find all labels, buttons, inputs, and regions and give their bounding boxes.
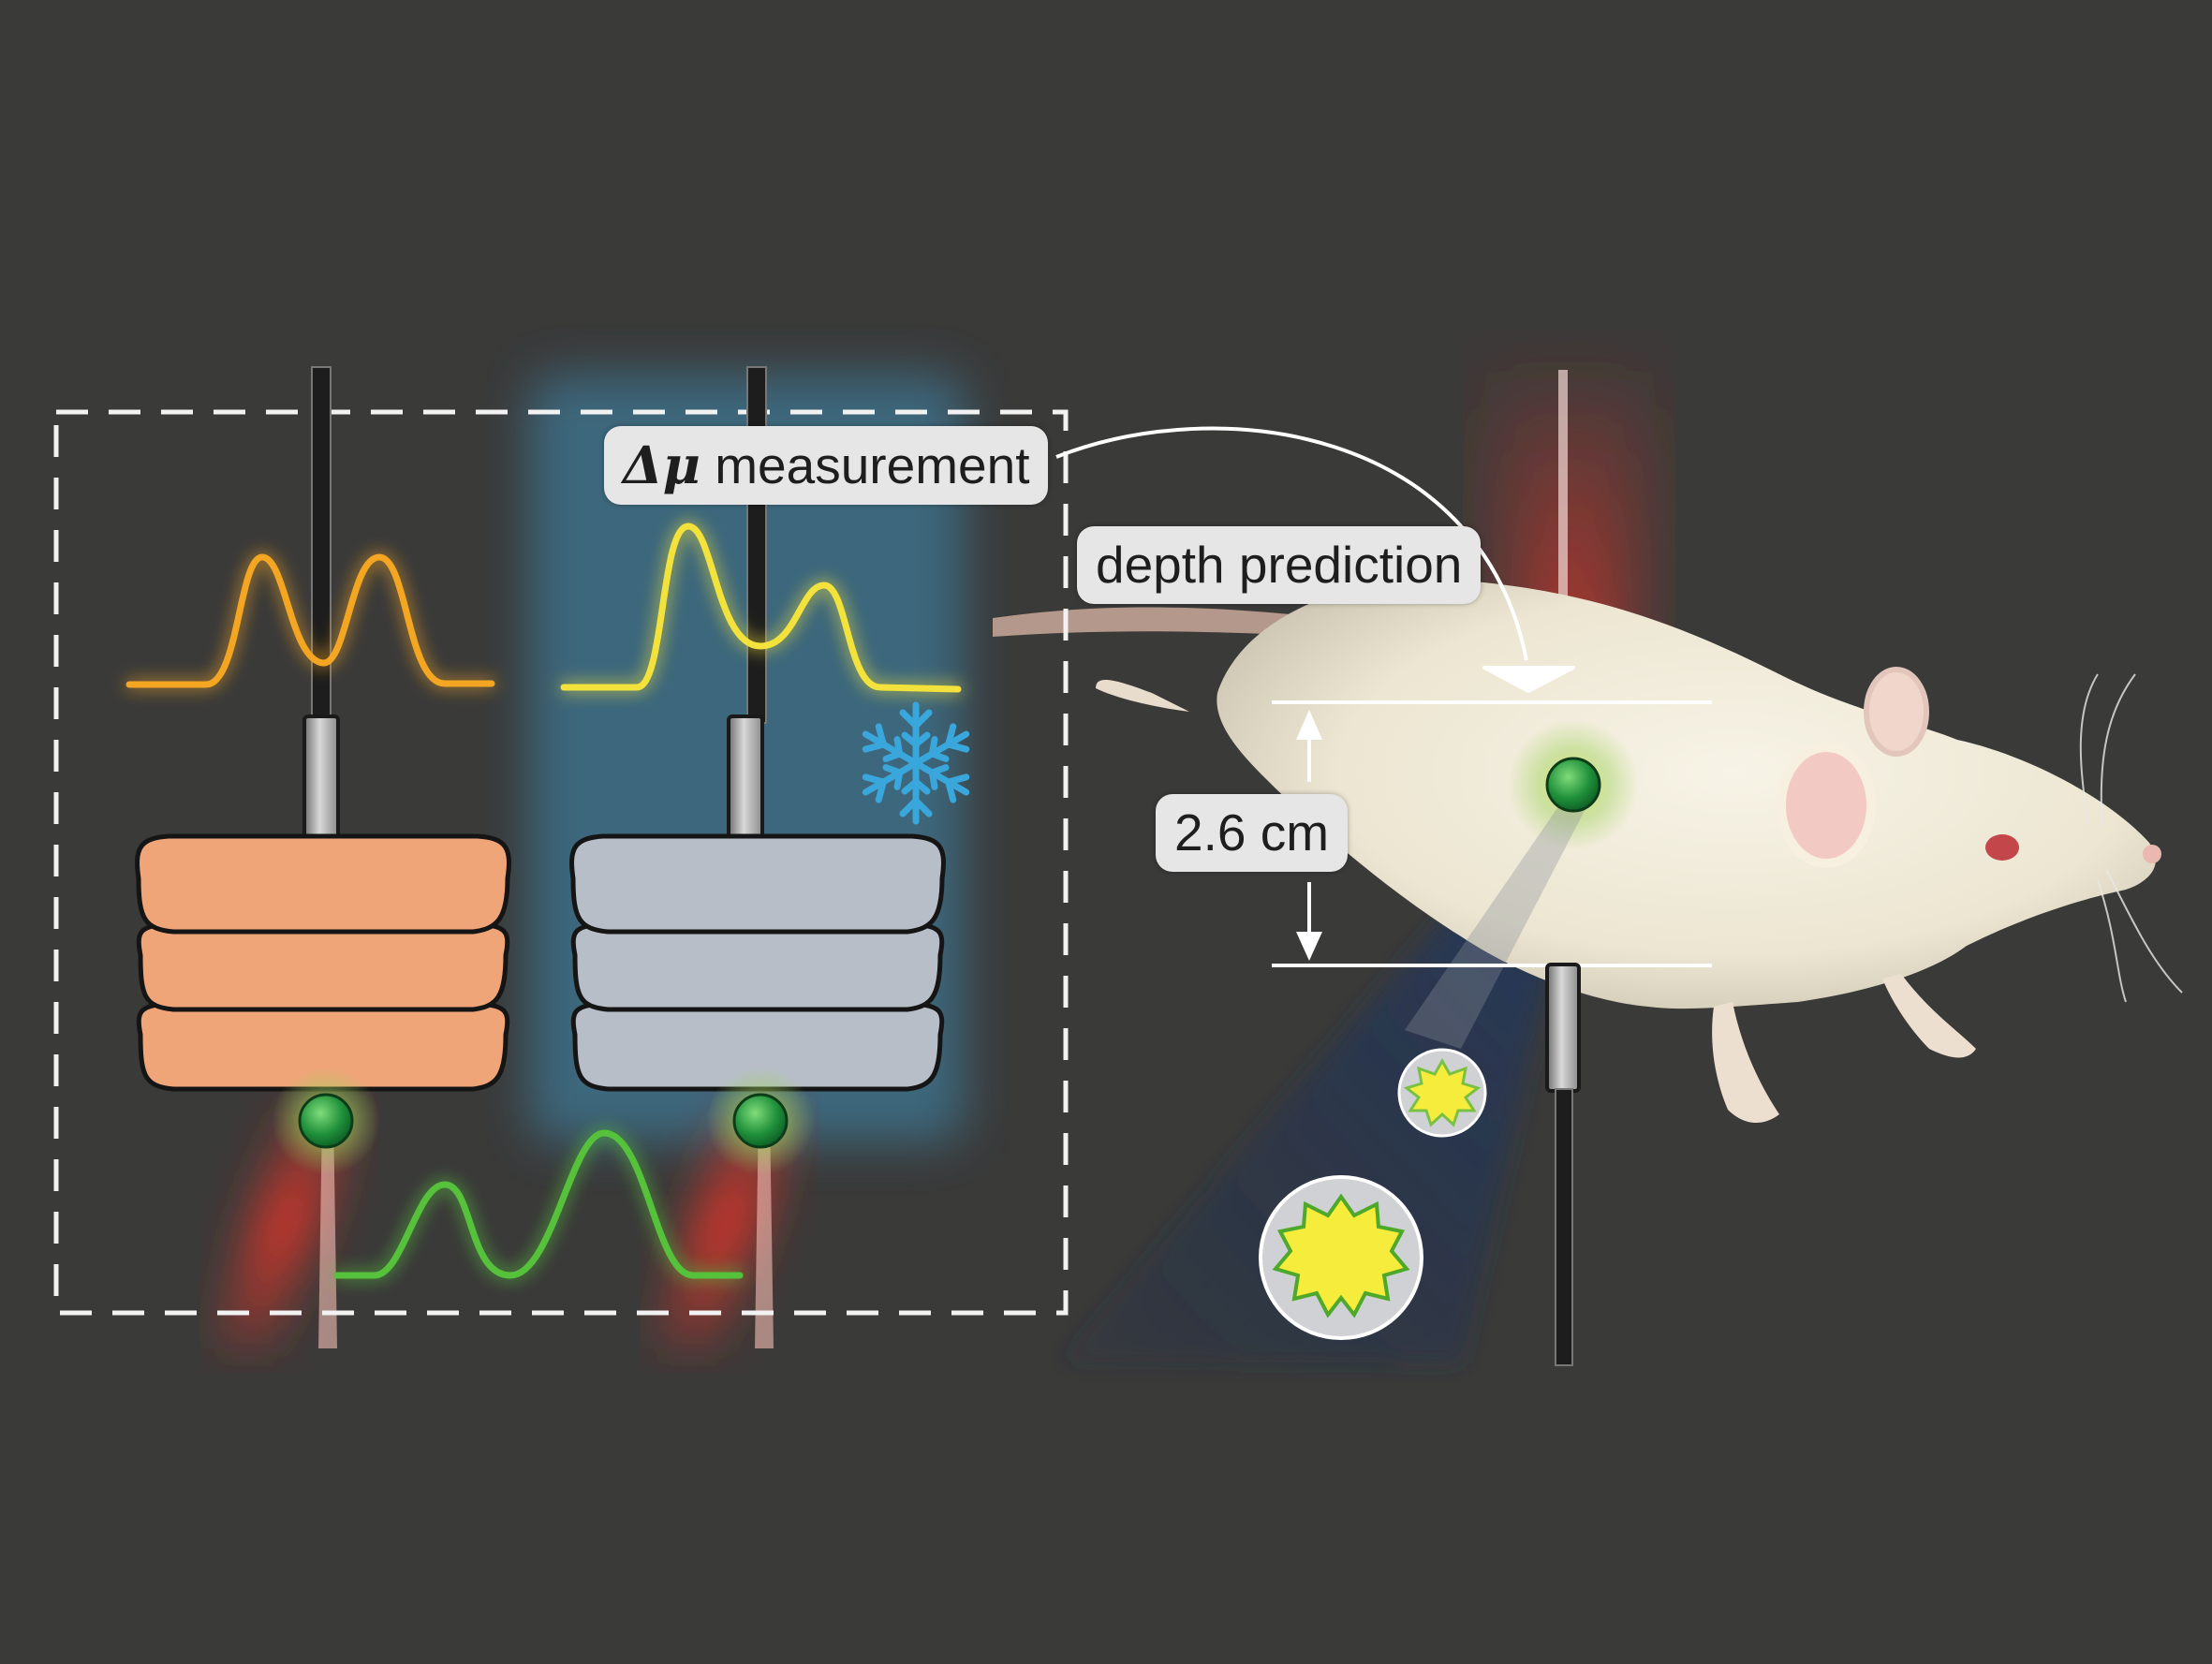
rat-body — [1217, 579, 2156, 1009]
nanoparticle-rat — [1545, 757, 1601, 813]
rat-ear-front — [1777, 743, 1876, 868]
rat-hindpaw — [1096, 679, 1189, 712]
ferrule-left — [302, 714, 340, 845]
ferrule-right — [727, 714, 764, 845]
nanoparticle-right — [732, 1093, 789, 1149]
detection-cone — [1058, 815, 1583, 1362]
dashed-frame — [53, 409, 1069, 1316]
measurement-label: Δμ measurement — [604, 426, 1049, 505]
emission-cone — [1405, 805, 1587, 1049]
green-signal — [333, 1129, 744, 1279]
rat-whiskers — [2079, 673, 2183, 1003]
depth-value-label: 2.6 cm — [1156, 794, 1349, 872]
depth-arrow-up-head — [1296, 710, 1322, 740]
yellow-signal — [560, 523, 962, 693]
rat-tail — [993, 607, 1330, 637]
depth-arrow-down-head — [1296, 932, 1322, 961]
rat-frontpaw-left — [1712, 1002, 1779, 1124]
nanoparticle-zoom-small — [1397, 1048, 1487, 1138]
flow-arrow — [1055, 426, 1528, 661]
nanoparticle-zoom-large — [1259, 1175, 1423, 1340]
orange-signal — [125, 553, 495, 688]
rat-ear-back — [1864, 667, 1929, 757]
rat-eye — [1985, 834, 2019, 861]
depth-prediction-label: depth prediction — [1077, 526, 1482, 604]
tissue-stack-cooled — [569, 833, 946, 1092]
fiber-right — [746, 366, 767, 724]
snowflake-icon — [859, 701, 972, 821]
delta-mu-symbol: Δμ — [623, 434, 700, 495]
fiber-rat — [1555, 1088, 1573, 1366]
rat-frontpaw-right — [1882, 974, 1976, 1058]
tissue-stack-warm — [135, 833, 511, 1092]
rat-nose — [2143, 845, 2161, 863]
flow-arrowhead — [1482, 666, 1575, 693]
fiber-left — [311, 366, 332, 724]
nanoparticle-left — [298, 1093, 354, 1149]
measurement-text: measurement — [715, 436, 1030, 494]
laser-core-rat — [1558, 370, 1568, 744]
ferrule-rat — [1545, 963, 1581, 1093]
